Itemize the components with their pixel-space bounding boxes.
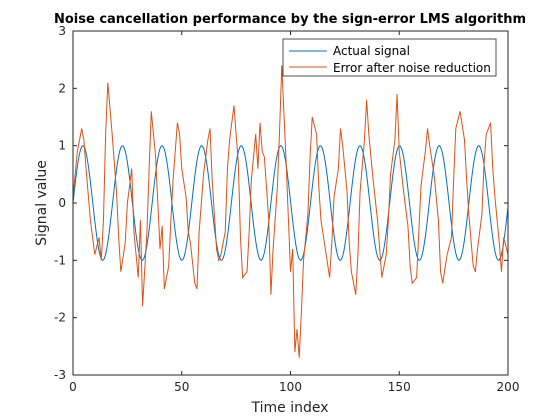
legend-label-error-after-noise-reduction: Error after noise reduction <box>333 61 491 75</box>
y-tick-label: 0 <box>58 196 66 210</box>
y-tick-label: -1 <box>54 253 66 267</box>
series-layer <box>72 65 509 358</box>
legend-label-actual-signal: Actual signal <box>333 44 410 58</box>
x-tick-label: 50 <box>174 380 189 394</box>
x-tick-label: 150 <box>388 380 411 394</box>
tick-layer: 0 50 100 150 200 -3 -2 -1 0 1 2 3 <box>54 24 519 394</box>
y-tick-label: 2 <box>58 81 66 95</box>
x-tick-label: 100 <box>279 380 302 394</box>
y-tick-label: -3 <box>54 368 66 382</box>
y-axis-label: Signal value <box>34 160 50 246</box>
x-axis-label: Time index <box>250 400 328 416</box>
chart-title: Noise cancellation performance by the si… <box>54 12 526 27</box>
legend: Actual signal Error after noise reductio… <box>282 38 497 77</box>
legend-box <box>282 38 497 77</box>
y-tick-label: 1 <box>58 139 66 153</box>
x-tick-label: 0 <box>69 380 77 394</box>
series-line-error-after-noise-reduction <box>72 65 509 358</box>
y-tick-label: 3 <box>58 24 66 38</box>
x-tick-label: 200 <box>497 380 520 394</box>
y-tick-label: -2 <box>54 311 66 325</box>
